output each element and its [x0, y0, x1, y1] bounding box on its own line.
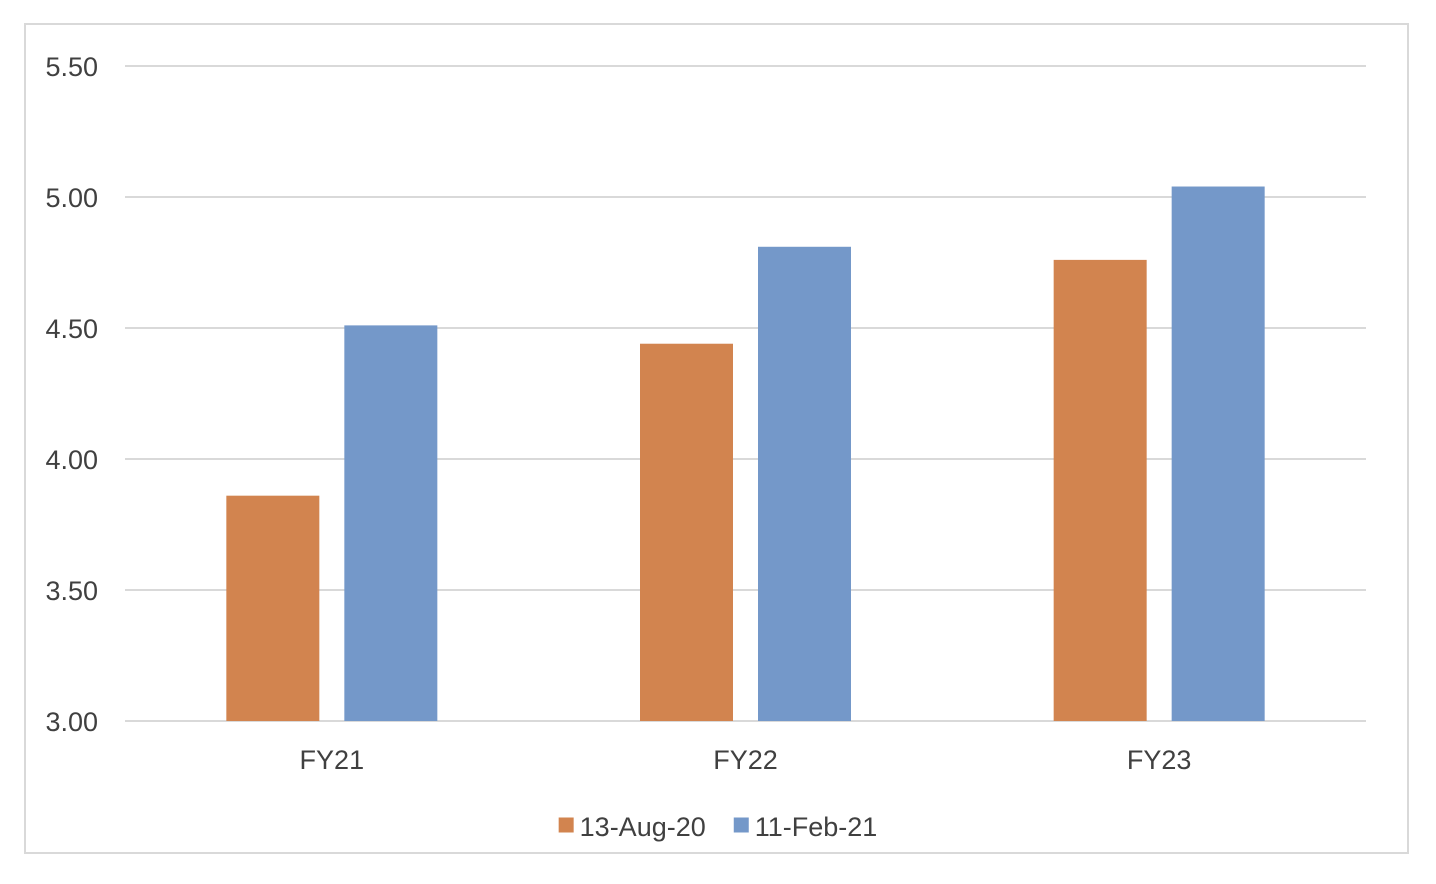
legend-label: 13-Aug-20 — [580, 812, 706, 842]
bar-fy23-series-1 — [1053, 259, 1147, 721]
y-tick-label: 4.50 — [45, 314, 98, 344]
legend-swatch-series-1 — [558, 817, 574, 833]
y-axis-ticks: 3.00 3.50 4.00 4.50 5.00 5.50 — [45, 52, 98, 737]
bars — [226, 186, 1265, 721]
x-tick-label: FY23 — [1127, 745, 1192, 775]
bar-fy21-series-2 — [344, 325, 438, 721]
bar-fy23-series-2 — [1171, 186, 1265, 721]
x-tick-label: FY21 — [300, 745, 365, 775]
y-tick-label: 5.50 — [45, 52, 98, 82]
bar-fy22-series-2 — [758, 246, 851, 721]
bar-fy22-series-1 — [640, 343, 733, 721]
y-tick-label: 5.00 — [45, 183, 98, 213]
legend-label: 11-Feb-21 — [755, 812, 878, 842]
x-tick-label: FY22 — [713, 745, 778, 775]
y-tick-label: 4.00 — [45, 445, 98, 475]
x-axis-ticks: FY21 FY22 FY23 — [300, 745, 1192, 775]
gridlines — [125, 65, 1366, 722]
legend-swatch-series-2 — [733, 817, 749, 833]
y-tick-label: 3.00 — [45, 707, 98, 737]
legend: 13-Aug-20 11-Feb-21 — [558, 812, 878, 842]
bar-fy21-series-1 — [226, 495, 320, 721]
y-tick-label: 3.50 — [45, 576, 98, 606]
